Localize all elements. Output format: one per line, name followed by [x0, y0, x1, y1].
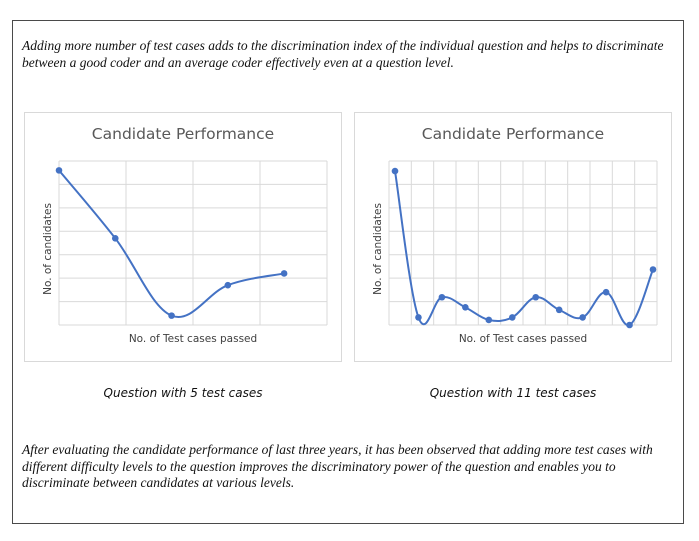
data-point [462, 304, 469, 311]
caption-5-test-cases: Question with 5 test cases [103, 386, 263, 400]
data-point [111, 235, 119, 242]
data-point [55, 167, 63, 174]
data-point [391, 167, 399, 175]
data-point [626, 321, 633, 329]
data-point [280, 270, 288, 277]
x-axis-label: No. of Test cases passed [129, 333, 257, 345]
y-axis-label: No. of candidates [42, 203, 54, 295]
data-point [485, 316, 493, 324]
chart-title: Candidate Performance [91, 125, 275, 143]
data-point [168, 312, 175, 319]
data-point [602, 288, 610, 296]
data-point [579, 314, 586, 321]
chart-plot: No. of Test cases passed No. of candidate… [42, 160, 328, 345]
chart-11-test-cases: Candidate Performance No. of Test cases … [354, 112, 672, 362]
series-line [58, 169, 285, 319]
y-axis-label: No. of candidates [372, 203, 384, 295]
data-point [415, 314, 422, 321]
caption-11-test-cases: Question with 11 test cases [429, 386, 597, 400]
chart-5-test-cases: Candidate Performance No. of Test cases … [24, 112, 342, 362]
x-axis-label: No. of Test cases passed [459, 333, 587, 345]
chart-plot: No. of Test cases passed No. of candidate… [372, 160, 658, 345]
content-frame [12, 20, 684, 524]
conclusion-paragraph: After evaluating the candidate performan… [22, 442, 653, 490]
data-point [532, 293, 540, 301]
data-point [508, 314, 516, 321]
data-point [224, 281, 232, 289]
data-point [438, 293, 446, 301]
data-point [649, 266, 657, 273]
data-point [555, 306, 563, 314]
intro-paragraph: Adding more number of test cases adds to… [22, 38, 664, 70]
chart-title: Candidate Performance [421, 125, 605, 143]
